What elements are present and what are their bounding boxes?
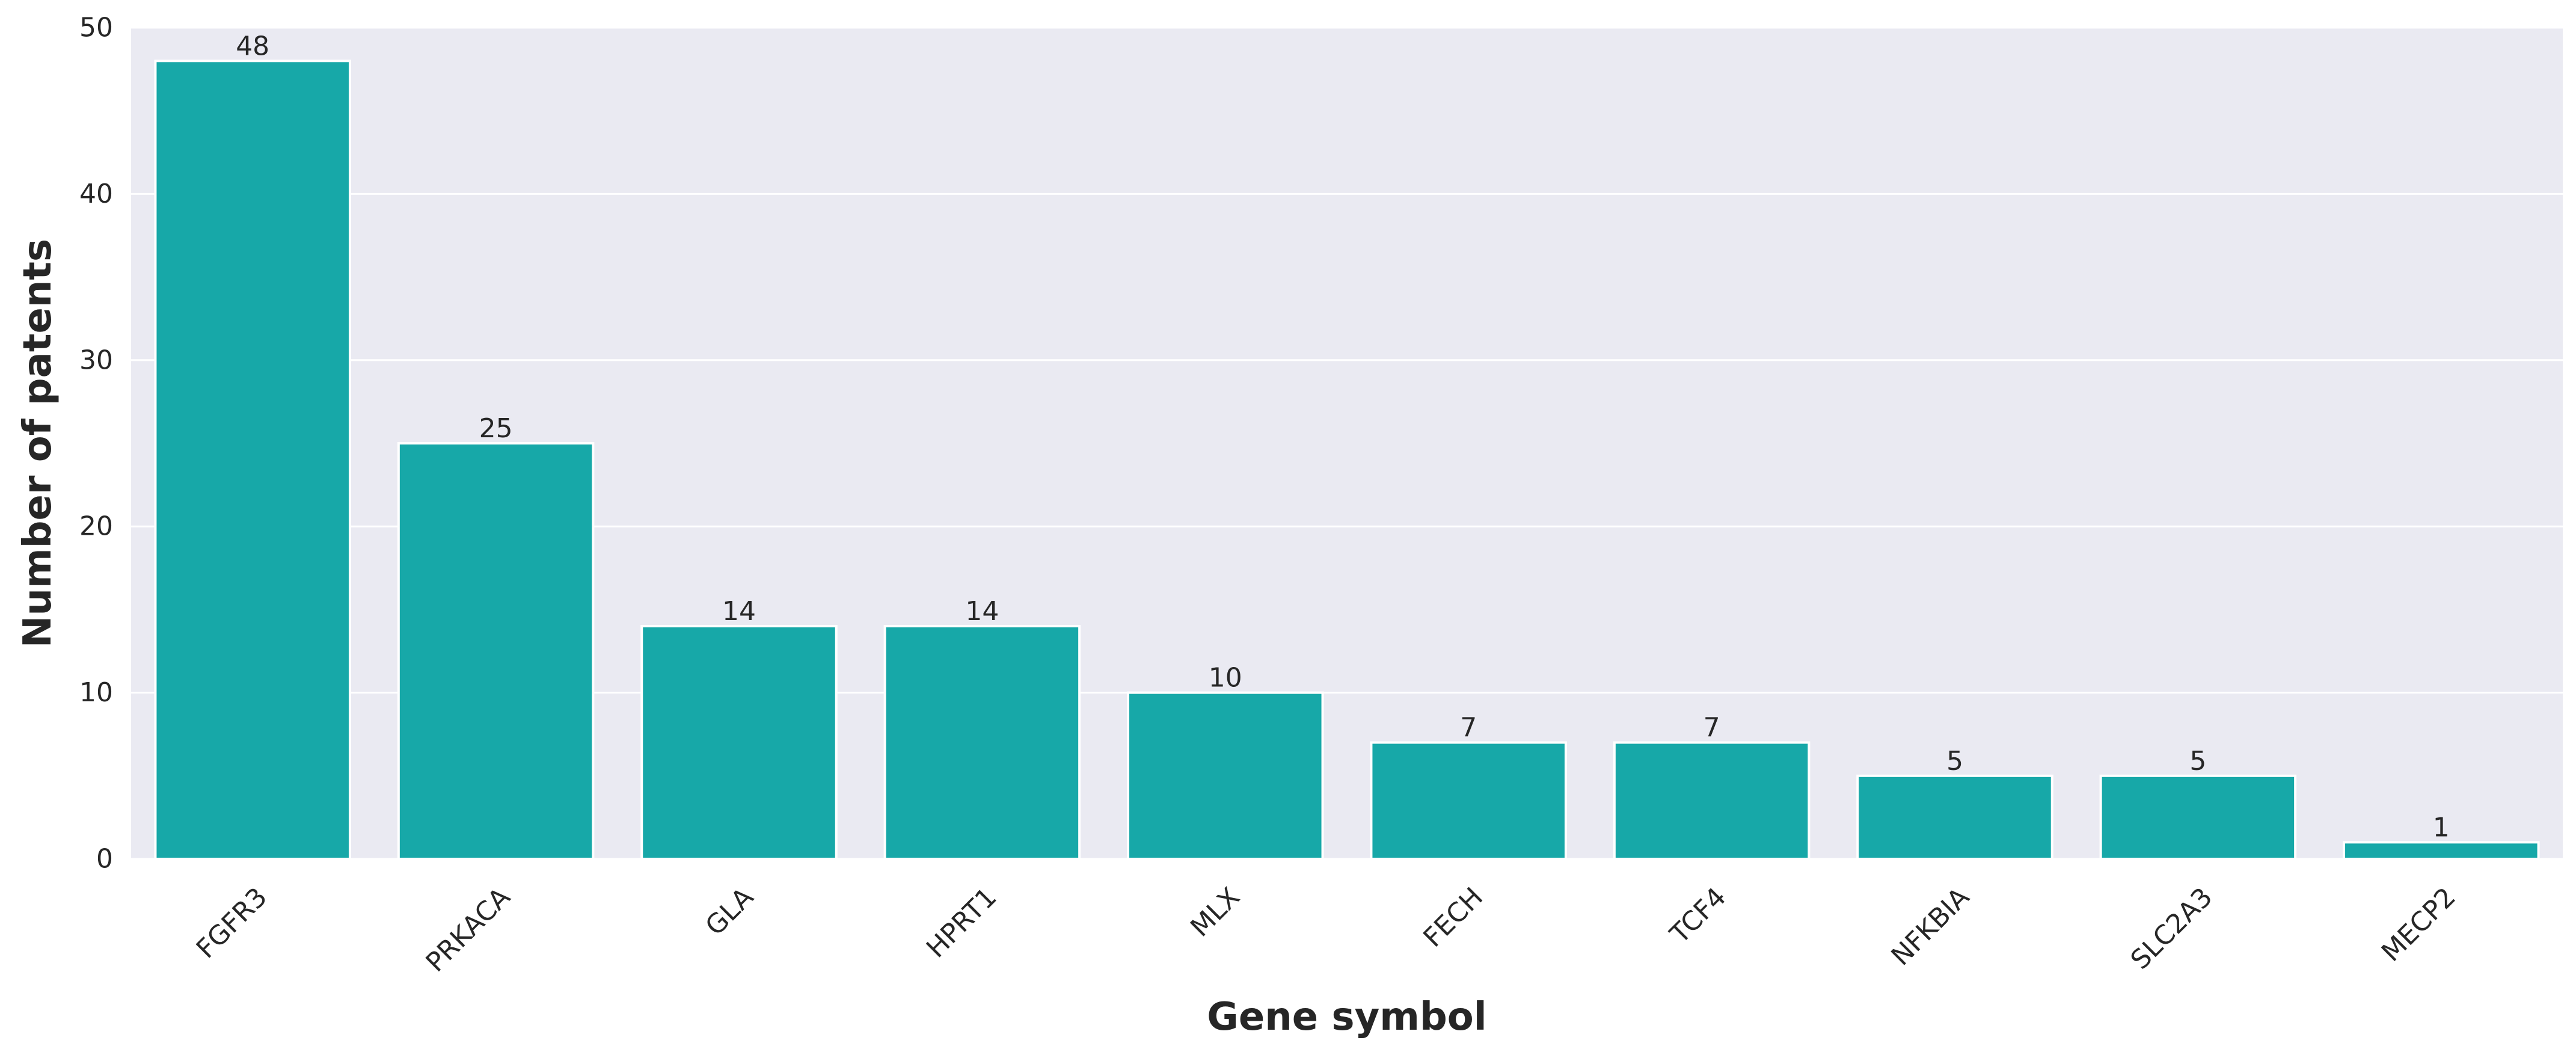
x-tick-label: NFKBIA	[1886, 882, 1975, 971]
y-tick-label: 40	[79, 179, 113, 209]
y-tick-label: 10	[79, 677, 113, 708]
y-axis-ticks: 0 10 20 30 40 50	[79, 13, 113, 875]
bar-value-label: 7	[1460, 713, 1477, 743]
x-tick-label: HPRT1	[921, 882, 1002, 964]
bar-value-label: 1	[2433, 812, 2450, 843]
bar	[885, 626, 1080, 859]
y-tick-label: 0	[96, 844, 113, 875]
bar	[2101, 776, 2296, 859]
y-tick-label: 20	[79, 511, 113, 542]
x-tick-label: PRKACA	[420, 882, 517, 978]
bar	[1128, 693, 1323, 859]
x-tick-label: TCF4	[1664, 882, 1732, 950]
bar-value-label: 14	[965, 596, 999, 627]
bar-value-label: 5	[1946, 746, 1963, 777]
x-axis-ticks: FGFR3 PRKACA GLA HPRT1 MLX FECH TCF4 NFKBIA SLC2…	[191, 882, 2462, 978]
x-tick-label: SLC2A3	[2125, 882, 2219, 976]
x-tick-label: MECP2	[2376, 882, 2462, 968]
bar	[399, 443, 593, 859]
bar-value-label: 25	[479, 413, 513, 444]
x-axis-title: Gene symbol	[1207, 995, 1486, 1039]
bar-value-label: 48	[236, 31, 269, 61]
x-tick-label: MLX	[1185, 882, 1246, 943]
bar-value-label: 10	[1209, 663, 1242, 693]
bar	[1857, 776, 2052, 859]
y-axis-title: Number of patents	[16, 239, 60, 648]
y-tick-label: 50	[79, 13, 113, 43]
bar	[1371, 743, 1566, 859]
bar	[642, 626, 836, 859]
x-tick-label: GLA	[700, 882, 760, 942]
bar	[2344, 842, 2539, 859]
y-tick-label: 30	[79, 345, 113, 375]
bar	[1615, 743, 1809, 859]
bar	[155, 61, 350, 859]
bar-value-label: 14	[722, 596, 756, 627]
x-tick-label: FGFR3	[191, 882, 273, 964]
bar-value-label: 7	[1704, 713, 1720, 743]
bar-value-label: 5	[2189, 746, 2206, 777]
x-tick-label: FECH	[1417, 882, 1489, 953]
